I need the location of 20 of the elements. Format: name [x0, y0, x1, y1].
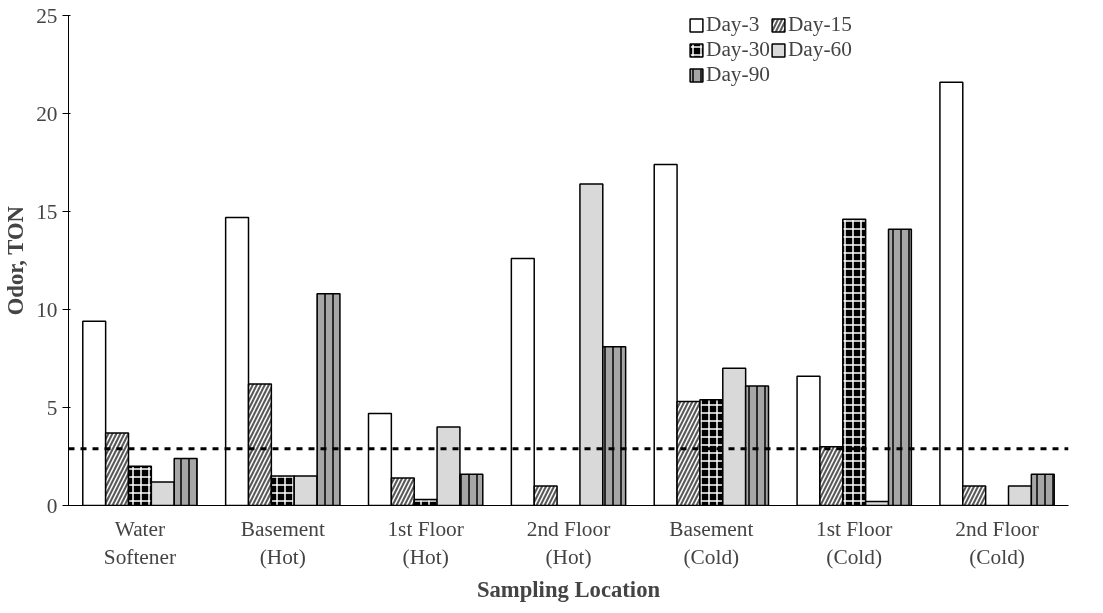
- x-tick-label: Basement (Cold): [669, 516, 754, 570]
- legend-label: Day-3: [706, 14, 760, 37]
- legend-label: Day-60: [787, 37, 852, 62]
- y-tick-label: 20: [36, 101, 58, 126]
- x-tick-label: 1st Floor (Hot): [387, 516, 464, 570]
- legend-label: Day-30: [706, 37, 770, 62]
- x-tick-label: 2nd Floor (Hot): [526, 516, 611, 570]
- legend-label: Day-90: [706, 62, 770, 87]
- x-tick-label: 1st Floor (Cold): [815, 516, 893, 570]
- legend-label: Day-15: [787, 14, 852, 37]
- y-tick-label: 0: [46, 493, 58, 518]
- y-tick-label: 10: [36, 297, 58, 322]
- x-tick-label: Water Softener: [103, 516, 177, 570]
- x-axis-title: Sampling Location: [476, 577, 661, 603]
- y-tick-label: 25: [36, 3, 58, 28]
- y-axis-title: Odor, TON: [3, 205, 29, 316]
- x-tick-label: 2nd Floor (Cold): [955, 516, 1039, 570]
- y-tick-label: 15: [36, 199, 58, 224]
- x-tick-label: Basement (Hot): [240, 516, 325, 570]
- y-tick-label: 5: [46, 395, 58, 420]
